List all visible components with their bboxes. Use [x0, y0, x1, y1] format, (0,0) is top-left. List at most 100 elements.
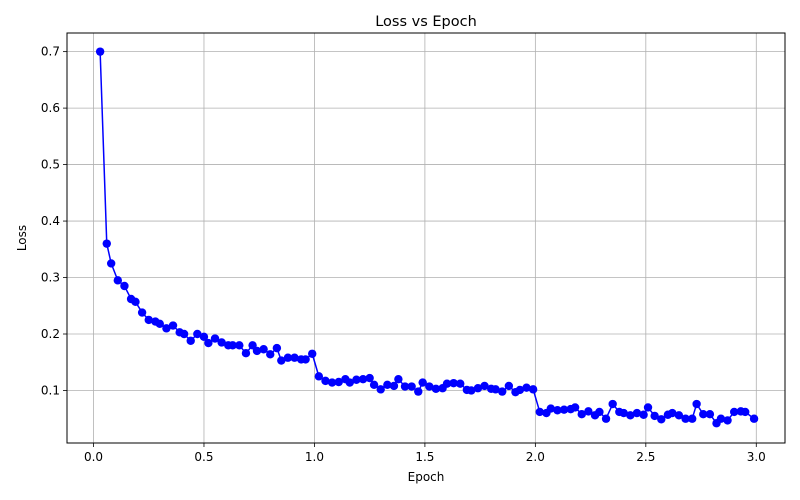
data-point	[608, 399, 617, 409]
data-point	[383, 380, 392, 390]
data-point	[741, 407, 750, 417]
data-point	[601, 414, 611, 423]
data-point	[688, 414, 697, 423]
data-point	[749, 414, 759, 423]
data-point	[632, 408, 642, 418]
y-tick-label: 0.5	[41, 158, 60, 172]
x-tick-label: 1.5	[415, 450, 434, 464]
grid-lines	[67, 33, 785, 443]
data-point	[228, 341, 237, 350]
plot-frame	[66, 32, 786, 444]
data-point	[266, 350, 275, 359]
data-point	[657, 415, 666, 424]
data-point	[650, 411, 659, 421]
data-point	[394, 374, 403, 384]
data-point	[204, 338, 213, 348]
data-point	[595, 407, 604, 417]
data-point	[504, 381, 514, 391]
data-point	[272, 343, 282, 353]
data-point	[106, 259, 116, 268]
data-point	[535, 407, 544, 417]
data-point	[162, 324, 171, 333]
data-point	[95, 47, 105, 56]
data-point	[277, 356, 286, 365]
data-point	[186, 336, 195, 345]
data-point	[252, 346, 262, 356]
data-point	[389, 381, 399, 391]
data-point	[102, 239, 111, 248]
data-point	[553, 406, 562, 415]
x-tick-label: 2.0	[526, 450, 545, 464]
data-point	[570, 403, 580, 412]
data-point	[716, 414, 726, 423]
data-point	[577, 410, 586, 419]
data-point	[480, 381, 489, 391]
data-point	[210, 334, 220, 343]
x-tick-label: 0.0	[84, 450, 103, 464]
data-point	[352, 375, 361, 384]
data-point	[217, 338, 226, 347]
data-point	[155, 319, 164, 329]
y-axis-label: Loss	[15, 225, 29, 251]
data-point	[522, 383, 531, 392]
data-point	[619, 408, 628, 418]
x-tick-label: 0.5	[194, 450, 213, 464]
data-point	[199, 332, 209, 342]
data-point	[681, 414, 690, 423]
data-point	[248, 341, 257, 350]
series-loss	[95, 47, 759, 428]
data-point	[414, 387, 423, 396]
data-point	[314, 372, 324, 381]
data-point	[369, 380, 379, 390]
y-tick-label: 0.4	[41, 214, 60, 228]
data-point	[168, 321, 178, 330]
data-point	[705, 410, 715, 419]
data-point	[137, 308, 147, 317]
data-point	[546, 404, 556, 413]
y-tick-label: 0.2	[41, 327, 60, 341]
data-point	[491, 385, 500, 394]
data-point	[120, 281, 129, 291]
y-axis-ticks: 0.1 0.2 0.3 0.4 0.5 0.6 0.7	[41, 45, 67, 397]
data-point	[559, 405, 569, 414]
data-point	[431, 384, 441, 393]
data-point	[179, 329, 189, 339]
x-axis-label: Epoch	[408, 470, 445, 484]
data-point	[321, 376, 330, 386]
y-tick-label: 0.7	[41, 45, 60, 59]
data-point	[449, 378, 458, 388]
data-point	[467, 386, 476, 395]
data-point	[193, 329, 202, 339]
data-point	[584, 407, 593, 416]
data-point	[113, 276, 123, 285]
x-tick-label: 3.0	[747, 450, 766, 464]
x-tick-label: 2.5	[636, 450, 655, 464]
data-point	[290, 353, 299, 362]
data-point	[301, 355, 310, 364]
chart-title: Loss vs Epoch	[375, 14, 477, 30]
data-point	[418, 378, 427, 387]
data-point	[498, 387, 507, 396]
data-point	[235, 341, 244, 350]
y-tick-label: 0.6	[41, 101, 60, 115]
data-point	[241, 349, 251, 358]
data-point	[334, 377, 343, 387]
data-point	[528, 385, 538, 394]
data-point	[674, 411, 684, 420]
data-point	[639, 410, 648, 419]
y-tick-label: 0.3	[41, 271, 60, 285]
data-point	[643, 403, 653, 412]
data-point	[456, 379, 465, 388]
data-point	[425, 382, 434, 391]
data-point	[723, 416, 732, 425]
x-axis-ticks: 0.0 0.5 1.0 1.5 2.0 2.5 3.0	[84, 443, 766, 464]
data-point	[473, 384, 483, 393]
data-point	[376, 385, 385, 394]
data-point	[442, 379, 452, 388]
data-point	[131, 297, 140, 307]
data-point	[668, 408, 677, 418]
y-tick-label: 0.1	[41, 383, 60, 397]
data-point	[327, 378, 337, 387]
series-line	[99, 51, 755, 424]
